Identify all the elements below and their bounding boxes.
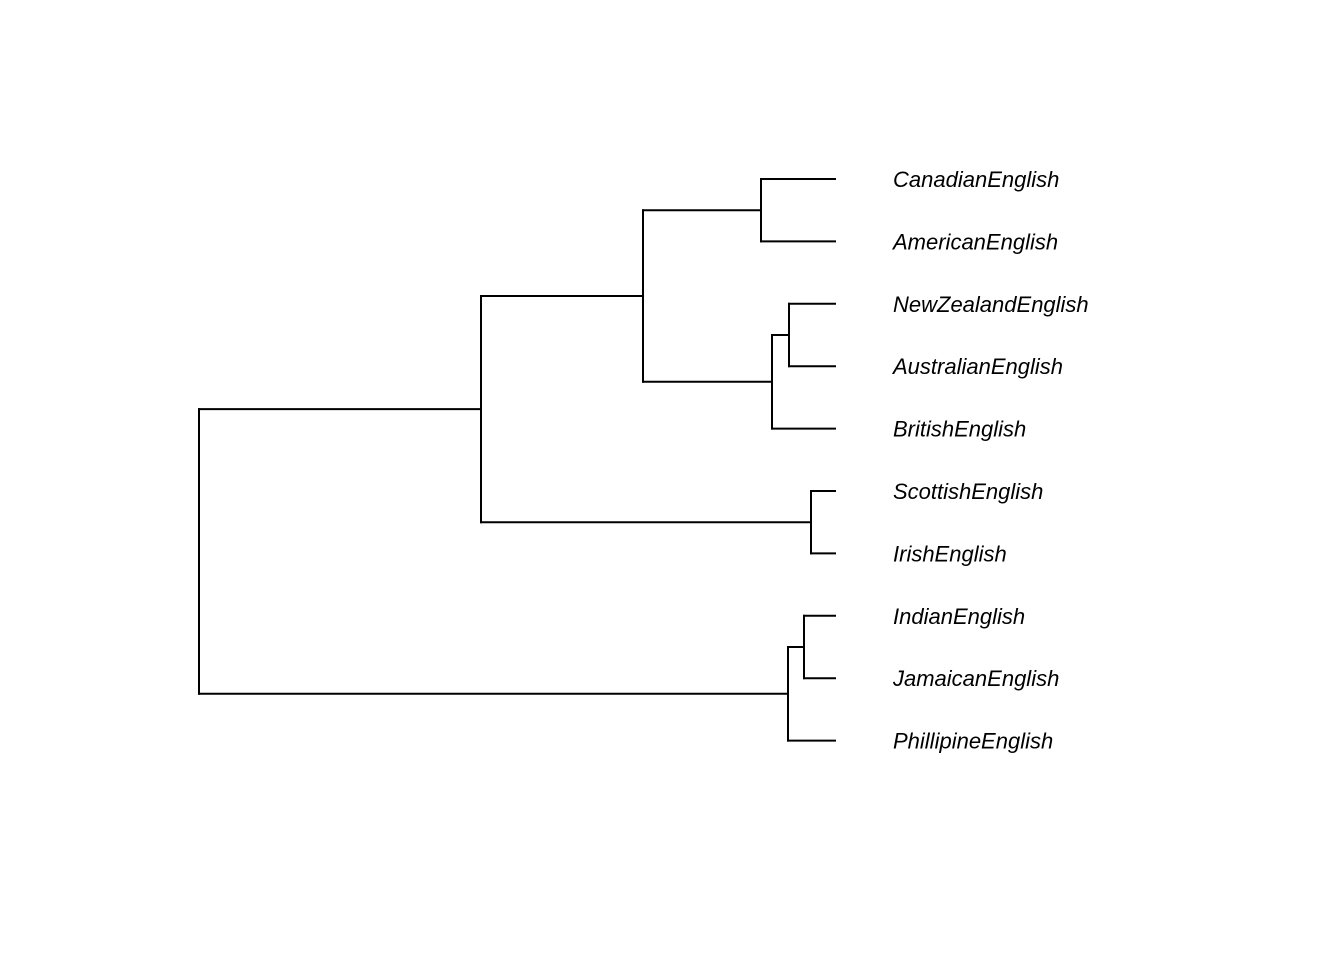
leaf-labels: CanadianEnglish AmericanEnglish NewZealand… (891, 167, 1089, 754)
leaf-label-phillipine-english: PhillipineEnglish (893, 729, 1053, 754)
leaf-label-jamaican-english: JamaicanEnglish (892, 666, 1059, 691)
dendrogram-branches (198, 178, 836, 742)
leaf-label-irish-english: IrishEnglish (893, 541, 1007, 566)
leaf-label-british-english: BritishEnglish (893, 417, 1026, 442)
leaf-label-new-zealand-english: NewZealandEnglish (893, 292, 1089, 317)
leaf-label-australian-english: AustralianEnglish (891, 354, 1063, 379)
leaf-label-scottish-english: ScottishEnglish (893, 479, 1043, 504)
leaf-label-canadian-english: CanadianEnglish (893, 167, 1059, 192)
leaf-label-indian-english: IndianEnglish (893, 604, 1025, 629)
leaf-label-american-english: AmericanEnglish (891, 229, 1058, 254)
